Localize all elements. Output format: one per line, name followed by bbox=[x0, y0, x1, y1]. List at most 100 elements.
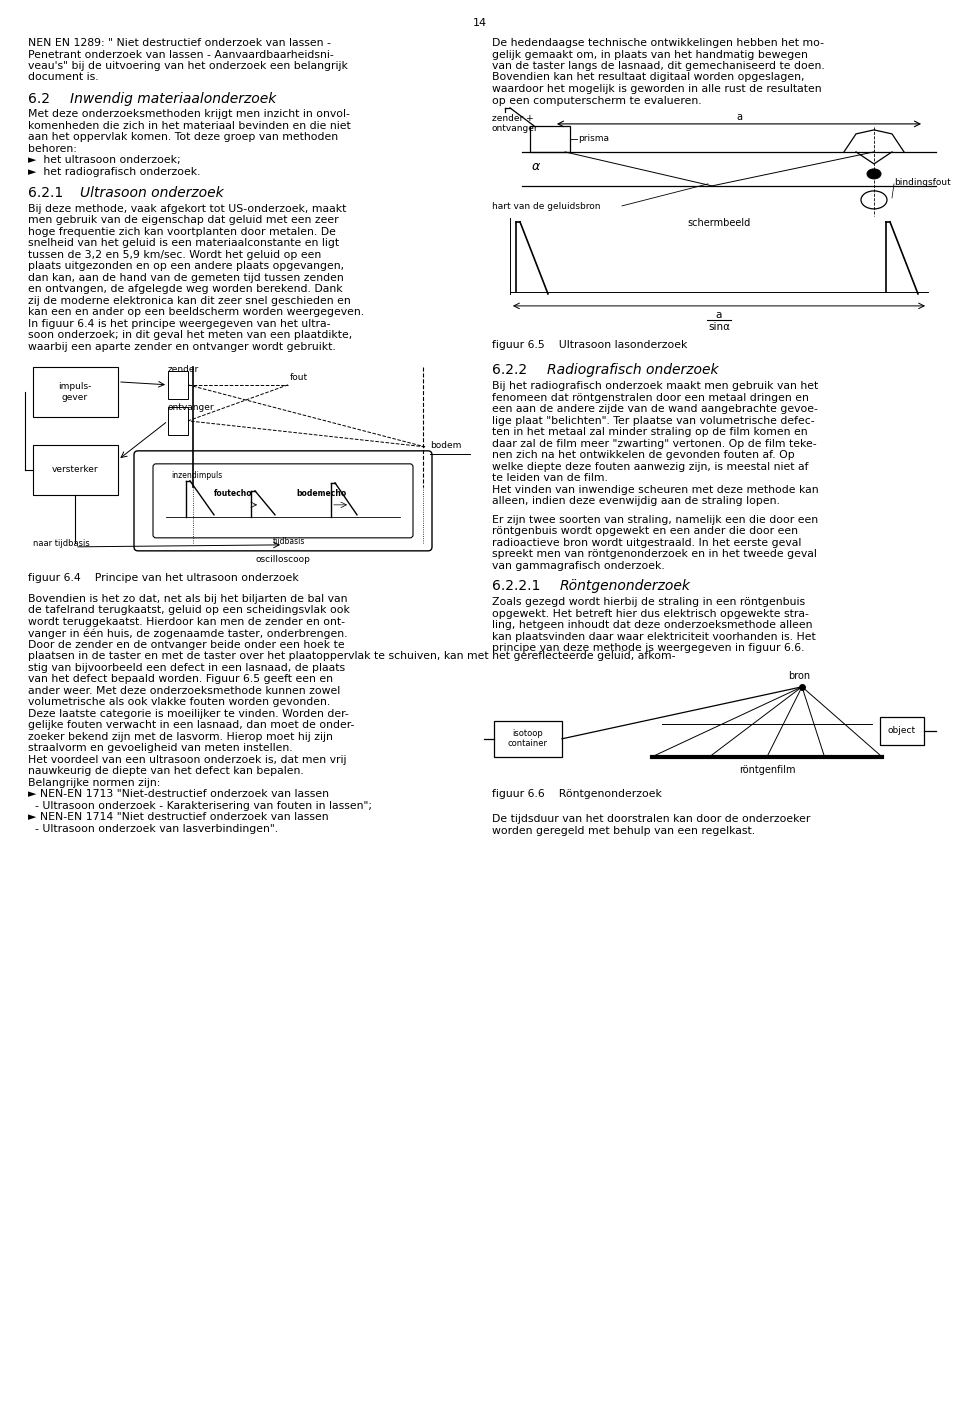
Text: tijdbasis: tijdbasis bbox=[273, 537, 305, 545]
Text: ontvanger: ontvanger bbox=[168, 403, 215, 412]
Text: Met deze onderzoeksmethoden krijgt men inzicht in onvol-: Met deze onderzoeksmethoden krijgt men i… bbox=[28, 110, 349, 120]
Text: Door de zender en de ontvanger beide onder een hoek te: Door de zender en de ontvanger beide ond… bbox=[28, 639, 345, 649]
Text: De hedendaagse technische ontwikkelingen hebben het mo-: De hedendaagse technische ontwikkelingen… bbox=[492, 38, 824, 48]
Text: van het defect bepaald worden. Figuur 6.5 geeft een en: van het defect bepaald worden. Figuur 6.… bbox=[28, 674, 333, 684]
Text: worden geregeld met behulp van een regelkast.: worden geregeld met behulp van een regel… bbox=[492, 826, 756, 836]
FancyBboxPatch shape bbox=[153, 464, 413, 538]
Text: veau's" bij de uitvoering van het onderzoek een belangrijk: veau's" bij de uitvoering van het onderz… bbox=[28, 61, 348, 71]
Ellipse shape bbox=[861, 191, 887, 209]
Bar bbox=[530, 125, 570, 152]
Text: ten in het metaal zal minder straling op de film komen en: ten in het metaal zal minder straling op… bbox=[492, 427, 807, 437]
Text: figuur 6.4    Principe van het ultrasoon onderzoek: figuur 6.4 Principe van het ultrasoon on… bbox=[28, 572, 299, 582]
Bar bbox=[168, 370, 188, 399]
Text: zender +: zender + bbox=[492, 114, 534, 122]
Text: waardoor het mogelijk is geworden in alle rust de resultaten: waardoor het mogelijk is geworden in all… bbox=[492, 84, 822, 94]
Text: een aan de andere zijde van de wand aangebrachte gevoe-: een aan de andere zijde van de wand aang… bbox=[492, 404, 818, 414]
Text: snelheid van het geluid is een materiaalconstante en ligt: snelheid van het geluid is een materiaal… bbox=[28, 238, 339, 248]
Bar bbox=[168, 407, 188, 434]
Text: foutecho: foutecho bbox=[214, 488, 252, 498]
Text: bindingsfout: bindingsfout bbox=[894, 178, 950, 187]
Text: alleen, indien deze evenwijdig aan de straling lopen.: alleen, indien deze evenwijdig aan de st… bbox=[492, 497, 780, 507]
Text: de tafelrand terugkaatst, geluid op een scheidingsvlak ook: de tafelrand terugkaatst, geluid op een … bbox=[28, 605, 349, 615]
Text: Deze laatste categorie is moeilijker te vinden. Worden der-: Deze laatste categorie is moeilijker te … bbox=[28, 709, 348, 719]
Text: NEN EN 1289: " Niet destructief onderzoek van lassen -: NEN EN 1289: " Niet destructief onderzoe… bbox=[28, 38, 331, 48]
Text: oscilloscoop: oscilloscoop bbox=[255, 555, 310, 564]
Text: Bovendien kan het resultaat digitaal worden opgeslagen,: Bovendien kan het resultaat digitaal wor… bbox=[492, 73, 804, 83]
Text: figuur 6.5    Ultrasoon lasonderzoek: figuur 6.5 Ultrasoon lasonderzoek bbox=[492, 340, 687, 350]
Text: Het voordeel van een ultrasoon onderzoek is, dat men vrij: Het voordeel van een ultrasoon onderzoek… bbox=[28, 755, 347, 765]
Text: figuur 6.6    Röntgenonderzoek: figuur 6.6 Röntgenonderzoek bbox=[492, 789, 661, 799]
Text: vanger in één huis, de zogenaamde taster, onderbrengen.: vanger in één huis, de zogenaamde taster… bbox=[28, 628, 348, 638]
Text: opgewekt. Het betreft hier dus elektrisch opgewekte stra-: opgewekt. Het betreft hier dus elektrisc… bbox=[492, 609, 809, 619]
Text: kan plaatsvinden daar waar elektriciteit voorhanden is. Het: kan plaatsvinden daar waar elektriciteit… bbox=[492, 632, 816, 642]
Text: gelijke fouten verwacht in een lasnaad, dan moet de onder-: gelijke fouten verwacht in een lasnaad, … bbox=[28, 721, 354, 731]
Text: nauwkeurig de diepte van het defect kan bepalen.: nauwkeurig de diepte van het defect kan … bbox=[28, 766, 303, 776]
Text: fenomeen dat röntgenstralen door een metaal dringen en: fenomeen dat röntgenstralen door een met… bbox=[492, 393, 809, 403]
Text: van gammagrafisch onderzoek.: van gammagrafisch onderzoek. bbox=[492, 561, 664, 571]
Text: aan het oppervlak komen. Tot deze groep van methoden: aan het oppervlak komen. Tot deze groep … bbox=[28, 132, 338, 142]
Text: 6.2.2.1: 6.2.2.1 bbox=[492, 580, 540, 594]
Text: Er zijn twee soorten van straling, namelijk een die door een: Er zijn twee soorten van straling, namel… bbox=[492, 514, 818, 524]
Text: object: object bbox=[888, 726, 916, 735]
Text: wordt teruggekaatst. Hierdoor kan men de zender en ont-: wordt teruggekaatst. Hierdoor kan men de… bbox=[28, 617, 345, 627]
Text: inzendimpuls: inzendimpuls bbox=[171, 471, 223, 480]
Text: ►  het ultrasoon onderzoek;: ► het ultrasoon onderzoek; bbox=[28, 155, 180, 165]
Text: zoeker bekend zijn met de lasvorm. Hierop moet hij zijn: zoeker bekend zijn met de lasvorm. Hiero… bbox=[28, 732, 333, 742]
Text: spreekt men van röntgenonderzoek en in het tweede geval: spreekt men van röntgenonderzoek en in h… bbox=[492, 550, 817, 560]
Text: plaats uitgezonden en op een andere plaats opgevangen,: plaats uitgezonden en op een andere plaa… bbox=[28, 261, 344, 271]
Text: Het vinden van inwendige scheuren met deze methode kan: Het vinden van inwendige scheuren met de… bbox=[492, 484, 819, 494]
Text: document is.: document is. bbox=[28, 73, 99, 83]
Text: - Ultrasoon onderzoek - Karakterisering van fouten in lassen";: - Ultrasoon onderzoek - Karakterisering … bbox=[28, 800, 372, 810]
Text: 6.2.2: 6.2.2 bbox=[492, 363, 527, 377]
Bar bbox=[494, 721, 562, 756]
Text: waarbij een aparte zender en ontvanger wordt gebruikt.: waarbij een aparte zender en ontvanger w… bbox=[28, 342, 336, 352]
Text: Belangrijke normen zijn:: Belangrijke normen zijn: bbox=[28, 778, 160, 787]
Text: stig van bijvoorbeeld een defect in een lasnaad, de plaats: stig van bijvoorbeeld een defect in een … bbox=[28, 662, 346, 672]
Text: lige plaat "belichten". Ter plaatse van volumetrische defec-: lige plaat "belichten". Ter plaatse van … bbox=[492, 416, 815, 426]
Text: daar zal de film meer "zwarting" vertonen. Op de film teke-: daar zal de film meer "zwarting" vertone… bbox=[492, 439, 817, 449]
Text: ontvanger: ontvanger bbox=[492, 124, 539, 132]
Text: 6.2.1: 6.2.1 bbox=[28, 187, 63, 201]
Ellipse shape bbox=[867, 169, 881, 179]
Text: Bij deze methode, vaak afgekort tot US-onderzoek, maakt: Bij deze methode, vaak afgekort tot US-o… bbox=[28, 204, 347, 214]
Text: zij de moderne elektronica kan dit zeer snel geschieden en: zij de moderne elektronica kan dit zeer … bbox=[28, 296, 350, 306]
Text: principe van deze methode is weergegeven in figuur 6.6.: principe van deze methode is weergegeven… bbox=[492, 644, 804, 654]
Text: komenheden die zich in het materiaal bevinden en die niet: komenheden die zich in het materiaal bev… bbox=[28, 121, 350, 131]
Text: isotoop
container: isotoop container bbox=[508, 729, 548, 749]
Text: hoge frequentie zich kan voortplanten door metalen. De: hoge frequentie zich kan voortplanten do… bbox=[28, 226, 336, 236]
Text: Bij het radiografisch onderzoek maakt men gebruik van het: Bij het radiografisch onderzoek maakt me… bbox=[492, 382, 818, 392]
Text: Bovendien is het zo dat, net als bij het biljarten de bal van: Bovendien is het zo dat, net als bij het… bbox=[28, 594, 348, 604]
Text: Röntgenonderzoek: Röntgenonderzoek bbox=[560, 580, 691, 594]
Text: van de taster langs de lasnaad, dit gemechaniseerd te doen.: van de taster langs de lasnaad, dit geme… bbox=[492, 61, 825, 71]
Text: bodem: bodem bbox=[430, 441, 462, 450]
Text: Radiografisch onderzoek: Radiografisch onderzoek bbox=[547, 363, 718, 377]
Text: te leiden van de film.: te leiden van de film. bbox=[492, 473, 608, 483]
Text: behoren:: behoren: bbox=[28, 144, 77, 154]
Text: soon onderzoek; in dit geval het meten van een plaatdikte,: soon onderzoek; in dit geval het meten v… bbox=[28, 330, 352, 340]
Text: ling, hetgeen inhoudt dat deze onderzoeksmethode alleen: ling, hetgeen inhoudt dat deze onderzoek… bbox=[492, 621, 812, 631]
Text: fout: fout bbox=[290, 373, 308, 382]
Text: röntgenbuis wordt opgewekt en een ander die door een: röntgenbuis wordt opgewekt en een ander … bbox=[492, 527, 798, 537]
Text: sinα: sinα bbox=[708, 322, 730, 332]
Text: a: a bbox=[736, 112, 742, 122]
Text: hart van de geluidsbron: hart van de geluidsbron bbox=[492, 202, 601, 211]
Text: 6.2: 6.2 bbox=[28, 93, 50, 105]
Text: a: a bbox=[716, 310, 722, 320]
Text: versterker: versterker bbox=[52, 466, 98, 474]
Text: zender: zender bbox=[168, 365, 200, 375]
Text: men gebruik van de eigenschap dat geluid met een zeer: men gebruik van de eigenschap dat geluid… bbox=[28, 215, 339, 225]
Text: Inwendig materiaalonderzoek: Inwendig materiaalonderzoek bbox=[70, 93, 276, 105]
Text: volumetrische als ook vlakke fouten worden gevonden.: volumetrische als ook vlakke fouten word… bbox=[28, 698, 330, 708]
Text: plaatsen in de taster en met de taster over het plaatoppervlak te schuiven, kan : plaatsen in de taster en met de taster o… bbox=[28, 651, 676, 661]
Text: dan kan, aan de hand van de gemeten tijd tussen zenden: dan kan, aan de hand van de gemeten tijd… bbox=[28, 272, 344, 282]
Text: röntgenfilm: röntgenfilm bbox=[739, 765, 795, 775]
Text: schermbeeld: schermbeeld bbox=[687, 218, 751, 228]
Text: gelijk gemaakt om, in plaats van het handmatig bewegen: gelijk gemaakt om, in plaats van het han… bbox=[492, 50, 808, 60]
Bar bbox=[33, 367, 118, 417]
Text: kan een en ander op een beeldscherm worden weergegeven.: kan een en ander op een beeldscherm word… bbox=[28, 308, 364, 318]
Text: De tijdsduur van het doorstralen kan door de onderzoeker: De tijdsduur van het doorstralen kan doo… bbox=[492, 815, 810, 824]
Text: welke diepte deze fouten aanwezig zijn, is meestal niet af: welke diepte deze fouten aanwezig zijn, … bbox=[492, 461, 808, 471]
Text: bodemecho: bodemecho bbox=[296, 488, 347, 498]
Text: op een computerscherm te evalueren.: op een computerscherm te evalueren. bbox=[492, 95, 702, 105]
Text: 14: 14 bbox=[473, 19, 487, 28]
